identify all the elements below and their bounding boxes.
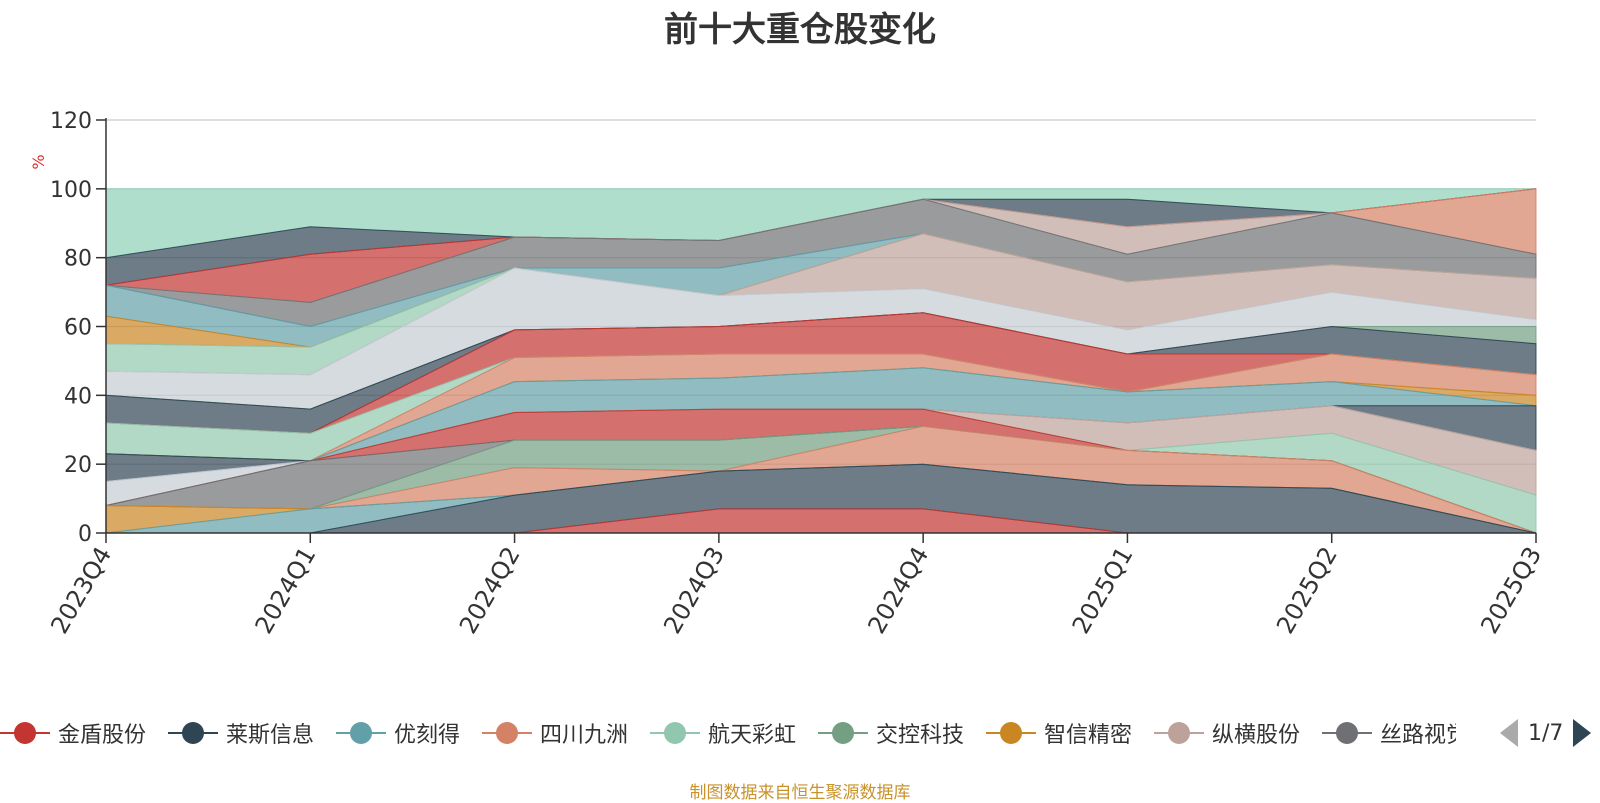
legend-label: 丝路视觉: [1380, 723, 1456, 748]
legend-item[interactable]: 航天彩虹: [650, 713, 796, 753]
legend-prev-arrow-icon[interactable]: [1500, 719, 1518, 747]
legend-item[interactable]: 优刻得: [336, 713, 460, 753]
legend-label: 莱斯信息: [226, 723, 315, 748]
y-tick-label: 60: [64, 316, 92, 341]
legend-item[interactable]: 莱斯信息: [168, 713, 314, 753]
data-source-note: 制图数据来自恒生聚源数据库: [689, 783, 911, 803]
legend-marker-icon: [0, 713, 50, 753]
legend-item[interactable]: 丝路视觉: [1322, 713, 1456, 753]
legend-label: 智信精密: [1044, 723, 1133, 748]
legend-item[interactable]: 交控科技: [818, 713, 964, 753]
y-tick-label: 120: [50, 109, 92, 134]
legend-item[interactable]: 智信精密: [986, 713, 1132, 753]
x-tick-label: 2025Q3: [1475, 542, 1547, 638]
legend-marker-icon: [482, 713, 532, 753]
legend-next-arrow-icon[interactable]: [1573, 719, 1592, 747]
x-tick-label: 2024Q2: [454, 542, 526, 638]
legend: 金盾股份 莱斯信息 优刻得 四川九洲 航天彩虹 交控科技 智信精密 纵横股份 丝路视觉: [0, 713, 1600, 753]
y-tick-label: 80: [64, 247, 92, 272]
legend-label: 航天彩虹: [708, 723, 797, 748]
legend-label: 优刻得: [394, 723, 461, 748]
legend-marker-icon: [986, 713, 1036, 753]
legend-marker-icon: [1154, 713, 1204, 753]
stacked-area-bands: [105, 188, 1537, 534]
legend-item[interactable]: 纵横股份: [1154, 713, 1300, 753]
legend-marker-icon: [1322, 713, 1372, 753]
legend-page-indicator: 1/7: [1528, 720, 1564, 746]
chart-canvas: 0 20 40 60 80 100 120 2023Q4 2024Q1 2024Q2 2024Q3 2…: [29, 109, 1547, 638]
legend-items: 金盾股份 莱斯信息 优刻得 四川九洲 航天彩虹 交控科技 智信精密 纵横股份 丝路视觉: [0, 713, 1456, 753]
legend-item[interactable]: 金盾股份: [0, 713, 146, 753]
legend-marker-icon: [818, 713, 868, 753]
legend-label: 金盾股份: [58, 723, 147, 748]
x-tick-label: 2024Q1: [250, 542, 322, 638]
y-tick-label: 40: [64, 384, 92, 409]
chart-title: 前十大重仓股变化: [664, 10, 936, 50]
legend-marker-icon: [650, 713, 700, 753]
y-tick-label: 20: [64, 453, 92, 478]
legend-label: 交控科技: [876, 723, 965, 748]
x-tick-label: 2025Q1: [1067, 542, 1139, 638]
legend-marker-icon: [336, 713, 386, 753]
y-axis-unit-label: %: [29, 154, 48, 169]
y-tick-label: 0: [78, 522, 92, 547]
legend-label: 四川九洲: [540, 723, 629, 748]
x-tick-label: 2024Q4: [862, 542, 934, 638]
legend-marker-icon: [168, 713, 218, 753]
x-tick-label: 2024Q3: [658, 542, 730, 638]
x-tick-label: 2023Q4: [45, 542, 117, 638]
legend-label: 纵横股份: [1212, 723, 1301, 748]
legend-pager: 1/7: [1500, 713, 1592, 753]
x-tick-label: 2025Q2: [1271, 542, 1343, 638]
y-tick-label: 100: [50, 178, 92, 203]
legend-item[interactable]: 四川九洲: [482, 713, 628, 753]
